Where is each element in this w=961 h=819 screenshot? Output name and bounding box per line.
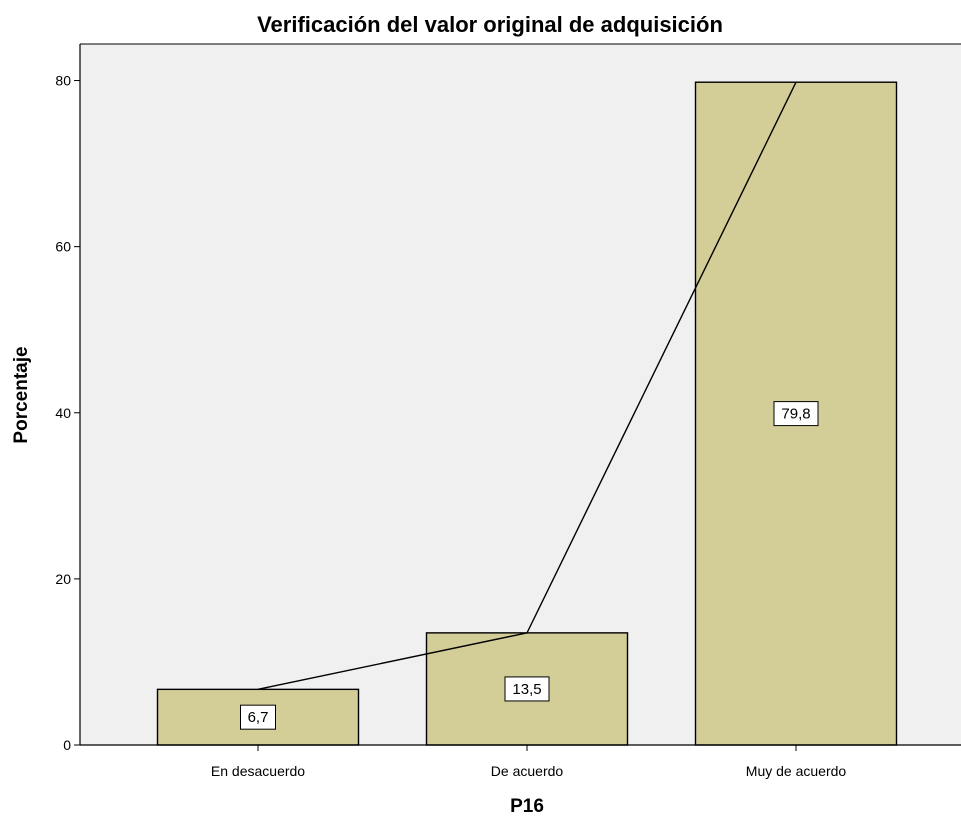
x-tick-label: En desacuerdo <box>211 763 305 779</box>
y-tick-label: 60 <box>55 239 71 255</box>
data-label: 6,7 <box>248 709 269 726</box>
chart-title: Verificación del valor original de adqui… <box>257 12 723 37</box>
y-tick-label: 20 <box>55 571 71 587</box>
x-tick-label: De acuerdo <box>491 763 564 779</box>
x-axis-ticks: En desacuerdo De acuerdo Muy de acuerdo <box>211 745 846 779</box>
trend-line <box>257 81 797 691</box>
y-tick-label: 80 <box>55 73 71 89</box>
data-label-box <box>773 401 819 427</box>
data-label-box <box>240 704 276 730</box>
y-axis-ticks: 0 20 40 60 80 <box>55 73 80 753</box>
y-tick-label: 0 <box>63 737 71 753</box>
y-tick-label: 40 <box>55 405 71 421</box>
y-axis-title: Porcentaje <box>11 346 32 443</box>
data-label-box <box>504 676 550 702</box>
x-axis-title: P16 <box>510 796 544 817</box>
data-label: 79,8 <box>781 406 810 423</box>
data-label: 13,5 <box>512 681 541 698</box>
x-tick-label: Muy de acuerdo <box>746 763 847 779</box>
data-labels: 6,7 13,5 79,8 <box>240 401 819 730</box>
